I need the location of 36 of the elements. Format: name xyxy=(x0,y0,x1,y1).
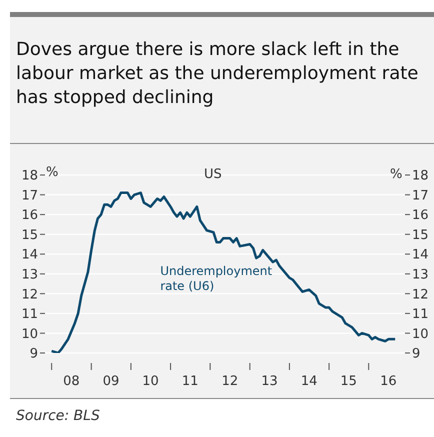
y2-tick-label: 11 xyxy=(412,307,429,322)
y-tick-label: 9 xyxy=(30,346,38,362)
y-tick-label: 14 xyxy=(21,248,38,263)
y-tick-label: 12 xyxy=(21,287,38,302)
y-tick-label: 18 xyxy=(21,168,38,184)
y2-tick-label: 15 xyxy=(412,228,429,243)
chart-subtitle: US xyxy=(204,167,222,182)
y2-axis-title: % xyxy=(390,167,402,182)
x-tick-label: 10 xyxy=(142,374,159,389)
y2-tick-label: 13 xyxy=(412,268,429,283)
y-tick-label: 13 xyxy=(21,268,38,283)
y-tick-label: 16 xyxy=(21,208,38,224)
y-tick-label: 11 xyxy=(21,307,38,322)
y2-tick-label: 18 xyxy=(412,168,429,184)
y2-tick-label: 16 xyxy=(412,208,429,224)
line-series xyxy=(50,192,396,353)
y2-tick-label: 9 xyxy=(412,346,420,362)
x-tick-label: 12 xyxy=(222,374,238,389)
chart-title: Doves argue there is more slack left in the labour market as the underemployment rate has stopped declining xyxy=(16,38,420,110)
y-axis-title: % xyxy=(46,165,58,180)
y-tick-label: 15 xyxy=(21,228,38,243)
y2-tick-label: 10 xyxy=(412,326,429,342)
y-tick-label: 10 xyxy=(21,326,38,342)
x-tick-label: 13 xyxy=(261,374,278,389)
source-note: Source: BLS xyxy=(16,408,100,424)
y-tick-label: 17 xyxy=(21,188,38,204)
x-tick-label: 08 xyxy=(63,374,80,389)
y2-tick-label: 12 xyxy=(412,287,429,302)
x-tick-label: 09 xyxy=(102,374,120,389)
y2-tick-label: 14 xyxy=(412,248,429,263)
y2-tick-label: 17 xyxy=(412,188,429,204)
series-label: Underemployment rate (U6) xyxy=(160,264,272,294)
x-tick-label: 15 xyxy=(340,374,357,389)
x-tick-label: 14 xyxy=(300,374,318,389)
x-tick-label: 16 xyxy=(380,374,397,389)
x-tick-label: 11 xyxy=(182,374,198,389)
